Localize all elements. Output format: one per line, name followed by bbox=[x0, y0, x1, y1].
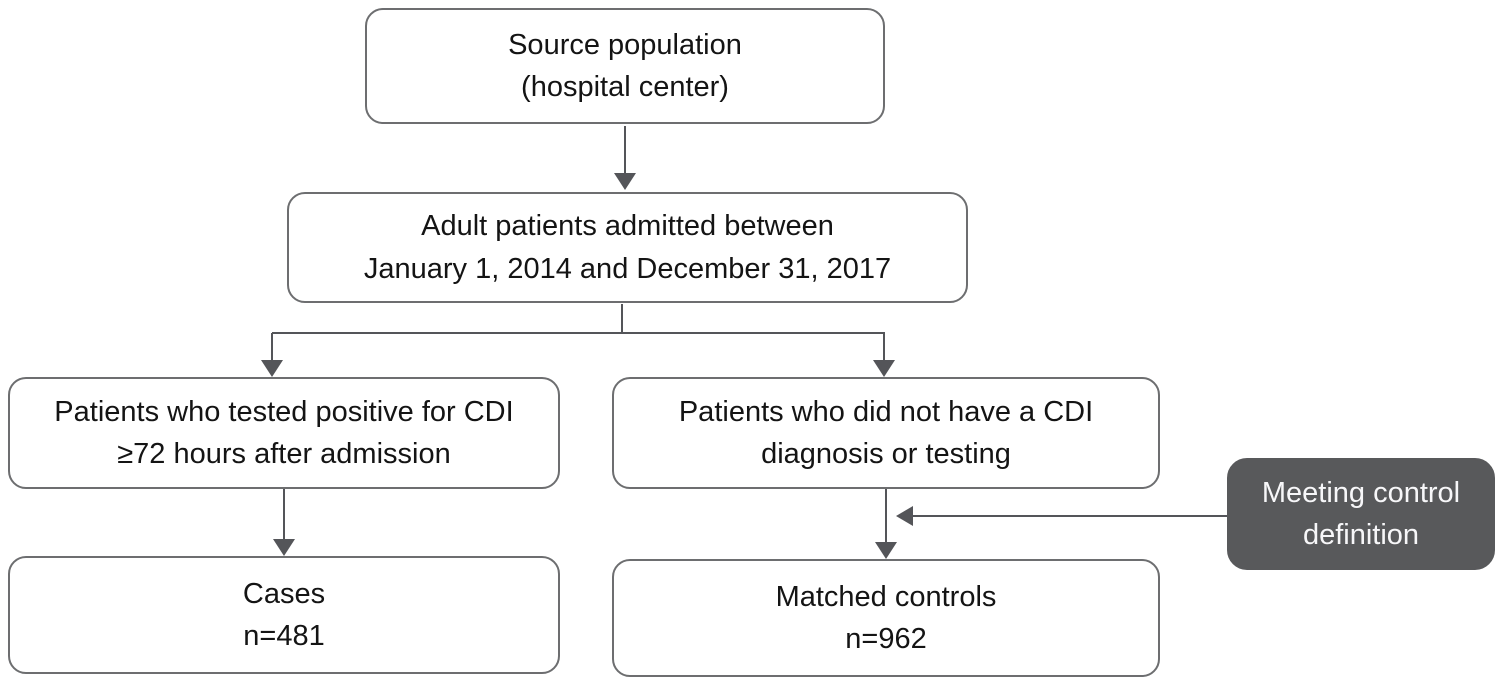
arrowhead-down-no-cdi bbox=[873, 360, 895, 377]
connector-branch-right-drop bbox=[883, 333, 885, 363]
connector-nocdi-to-matched bbox=[885, 489, 887, 544]
admitted-patients-box: Adult patients admitted between January … bbox=[287, 192, 968, 303]
source-population-line1: Source population bbox=[508, 28, 742, 61]
meeting-control-definition-box: Meeting control definition bbox=[1227, 458, 1495, 570]
source-population-line2: (hospital center) bbox=[521, 71, 729, 103]
no-cdi-line2: diagnosis or testing bbox=[761, 438, 1011, 470]
cases-box: Cases n=481 bbox=[8, 556, 560, 674]
arrowhead-down-cdi-positive bbox=[261, 360, 283, 377]
connector-source-to-admitted bbox=[624, 126, 626, 176]
connector-cdi-to-cases bbox=[283, 489, 285, 541]
no-cdi-line1: Patients who did not have a CDI bbox=[678, 395, 1094, 428]
cdi-positive-box: Patients who tested positive for CDI ≥72… bbox=[8, 377, 560, 489]
source-population-box: Source population (hospital center) bbox=[365, 8, 885, 124]
matched-controls-box: Matched controls n=962 bbox=[612, 559, 1160, 677]
arrowhead-down-matched bbox=[875, 542, 897, 559]
admitted-patients-line1: Adult patients admitted between bbox=[421, 210, 834, 243]
no-cdi-box: Patients who did not have a CDI diagnosi… bbox=[612, 377, 1160, 489]
arrowhead-down-admitted bbox=[614, 173, 636, 190]
matched-controls-count: n=962 bbox=[845, 623, 927, 655]
connector-admitted-stub bbox=[621, 304, 623, 334]
arrowhead-down-cases bbox=[273, 539, 295, 556]
matched-controls-label: Matched controls bbox=[775, 580, 997, 613]
cdi-positive-line1: Patients who tested positive for CDI bbox=[54, 395, 514, 428]
cdi-positive-line2: ≥72 hours after admission bbox=[117, 438, 451, 470]
connector-branch-horizontal bbox=[272, 332, 885, 334]
meeting-control-line2: definition bbox=[1302, 519, 1420, 551]
connector-branch-left-drop bbox=[271, 333, 273, 363]
cases-label: Cases bbox=[242, 577, 326, 610]
arrowhead-left-meeting-control bbox=[896, 506, 913, 526]
meeting-control-line1: Meeting control bbox=[1261, 476, 1461, 509]
cases-count: n=481 bbox=[243, 620, 325, 652]
connector-meeting-control bbox=[910, 515, 1227, 517]
admitted-patients-line2: January 1, 2014 and December 31, 2017 bbox=[363, 252, 892, 285]
